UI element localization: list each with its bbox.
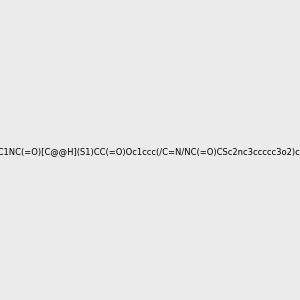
Text: O=C1NC(=O)[C@@H](S1)CC(=O)Oc1ccc(/C=N/NC(=O)CSc2nc3ccccc3o2)cc1OC: O=C1NC(=O)[C@@H](S1)CC(=O)Oc1ccc(/C=N/NC… — [0, 147, 300, 156]
